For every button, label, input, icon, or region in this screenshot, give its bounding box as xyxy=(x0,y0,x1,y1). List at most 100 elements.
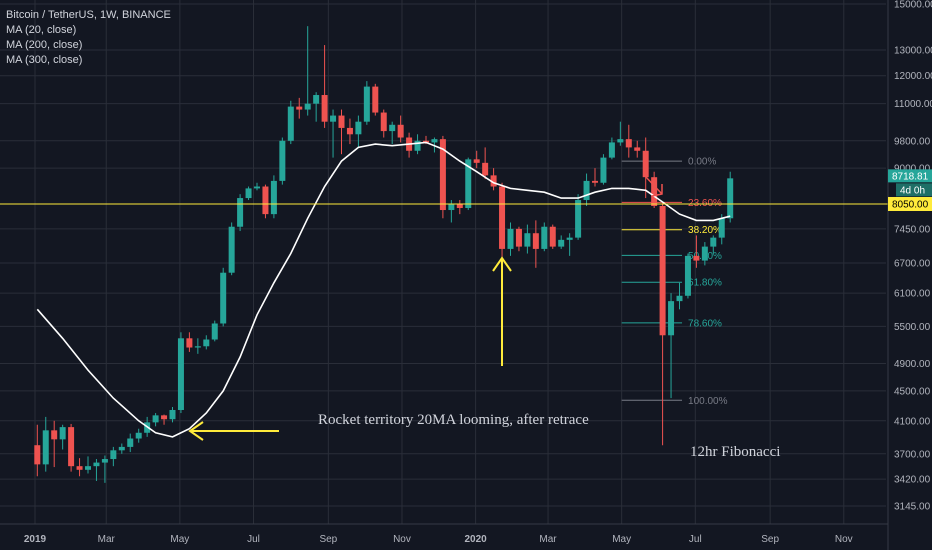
price-tick-label: 12000.00 xyxy=(894,71,932,82)
candle-body xyxy=(718,218,725,238)
fib-level-label: 100.00% xyxy=(688,396,728,407)
candle-body xyxy=(549,226,556,247)
candle-body xyxy=(490,175,497,187)
candle-body xyxy=(532,233,539,249)
candles xyxy=(34,26,734,483)
fib-annotation: 12hr Fibonacci xyxy=(690,444,781,460)
time-tick-label: Sep xyxy=(761,534,779,545)
price-axis[interactable]: 15000.00 13000.00 12000.00 11000.00 9800.00 9… xyxy=(887,0,932,550)
candle-body xyxy=(127,438,134,447)
countdown-text: 4d 0h xyxy=(900,185,925,196)
candle-body xyxy=(397,124,404,138)
time-tick-label: Mar xyxy=(98,534,116,545)
legend-ma20[interactable]: MA (20, close) xyxy=(6,24,77,36)
candle-body xyxy=(296,106,303,110)
rocket-annotation: Rocket territory 20MA looming, after ret… xyxy=(318,412,589,428)
candle-body xyxy=(330,115,337,122)
price-tick-label: 4500.00 xyxy=(894,386,931,397)
candle-body xyxy=(583,180,590,201)
candle-body xyxy=(651,177,658,206)
arrow-up-head xyxy=(492,256,512,272)
time-tick-label: Sep xyxy=(319,534,337,545)
fib-level-label: 78.60% xyxy=(688,318,722,329)
price-tick-label: 5500.00 xyxy=(894,322,931,333)
price-tick-label: 11000.00 xyxy=(894,99,932,110)
arrow-red-shaft xyxy=(644,175,663,195)
candle-body xyxy=(177,338,184,411)
arrow-left-head xyxy=(188,421,204,441)
price-tick-label: 4100.00 xyxy=(894,416,931,427)
candle-body xyxy=(93,462,100,467)
price-tick-label: 9800.00 xyxy=(894,136,931,147)
price-tick-label: 3700.00 xyxy=(894,449,931,460)
candle-body xyxy=(575,200,582,238)
candle-body xyxy=(684,255,691,296)
time-tick-label: May xyxy=(170,534,189,545)
candle-body xyxy=(253,186,260,189)
price-tick-label: 15000.00 xyxy=(894,0,932,11)
candle-body xyxy=(135,432,142,439)
candle-body xyxy=(169,410,176,420)
candle-body xyxy=(118,446,125,451)
ma20-line xyxy=(36,141,731,438)
candle-body xyxy=(84,466,91,470)
time-tick-label: Nov xyxy=(393,534,411,545)
last-price-tag xyxy=(888,169,932,183)
chart-legend: Bitcoin / TetherUS, 1W, BINANCE MA (20, … xyxy=(6,8,171,68)
price-tags: 8718.81 4d 0h 8050.00 xyxy=(888,169,932,211)
candle-body xyxy=(414,140,421,151)
candle-body xyxy=(482,162,489,176)
candle-body xyxy=(194,346,201,348)
price-tick-label: 6700.00 xyxy=(894,258,931,269)
time-tick-label: Jul xyxy=(689,534,702,545)
time-tick-label: May xyxy=(612,534,631,545)
candle-body xyxy=(211,323,218,340)
candle-body xyxy=(338,115,345,128)
candle-body xyxy=(34,445,41,465)
candle-body xyxy=(608,142,615,158)
fib-level-label: 38.20% xyxy=(688,225,722,236)
candle-body xyxy=(448,203,455,211)
candle-body xyxy=(203,339,210,347)
time-tick-label: 2019 xyxy=(24,534,47,545)
candle-body xyxy=(363,86,370,122)
fib-level-label: 0.00% xyxy=(688,157,716,168)
candle-body xyxy=(245,188,252,199)
price-tick-label: 13000.00 xyxy=(894,45,932,56)
candle-body xyxy=(642,150,649,178)
candle-body xyxy=(668,301,675,336)
candle-body xyxy=(456,203,463,209)
ma20-polyline xyxy=(36,141,731,438)
candle-body xyxy=(220,272,227,324)
candle-body xyxy=(465,159,472,209)
candle-body xyxy=(262,186,269,215)
candle-body xyxy=(431,139,438,143)
time-axis[interactable]: 2019 Mar May Jul Sep Nov 2020 Mar May Jul Sep Nov xyxy=(0,523,888,545)
candle-body xyxy=(473,159,480,163)
legend-ma300[interactable]: MA (300, close) xyxy=(6,54,83,66)
symbol-title[interactable]: Bitcoin / TetherUS, 1W, BINANCE xyxy=(6,9,171,21)
price-tick-label: 3145.00 xyxy=(894,502,931,513)
candle-body xyxy=(304,103,311,110)
candle-body xyxy=(625,139,632,148)
fib-level-label: 61.80% xyxy=(688,278,722,289)
legend-ma200[interactable]: MA (200, close) xyxy=(6,39,83,51)
candle-body xyxy=(515,228,522,247)
time-tick-label: Mar xyxy=(539,534,557,545)
candle-body xyxy=(558,239,565,247)
candle-body xyxy=(51,430,58,440)
price-tick-label: 4900.00 xyxy=(894,359,931,370)
candle-body xyxy=(617,139,624,143)
price-tick-label: 3420.00 xyxy=(894,475,931,486)
candle-body xyxy=(701,246,708,261)
candle-body xyxy=(270,180,277,215)
candle-body xyxy=(228,226,235,273)
candle-body xyxy=(566,237,573,240)
candle-body xyxy=(693,255,700,261)
candle-body xyxy=(321,95,328,122)
candle-body xyxy=(186,338,193,348)
candle-body xyxy=(507,228,514,249)
price-tick-label: 6100.00 xyxy=(894,289,931,300)
